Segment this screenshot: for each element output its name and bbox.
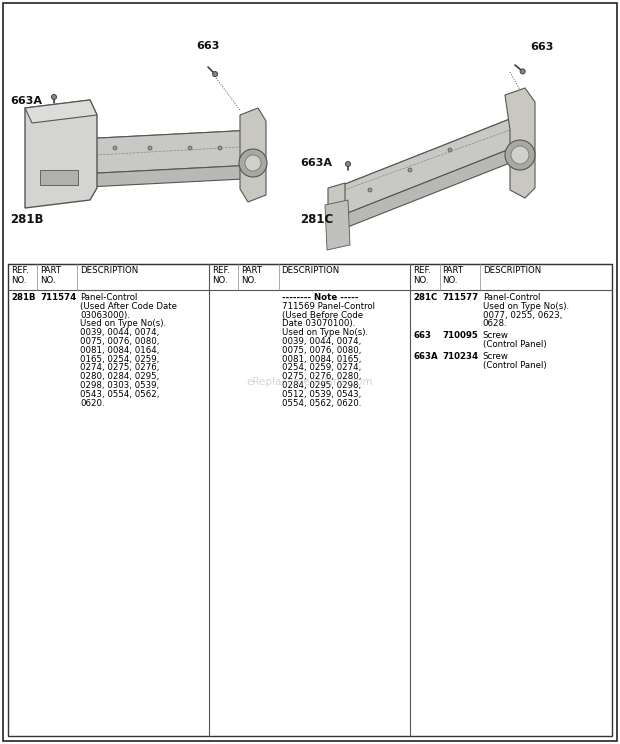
Text: 663: 663 xyxy=(414,331,432,340)
Circle shape xyxy=(448,148,452,152)
Text: 710234: 710234 xyxy=(443,352,479,361)
Text: 0077, 0255, 0623,: 0077, 0255, 0623, xyxy=(483,310,562,320)
Polygon shape xyxy=(25,100,97,208)
Text: (Used After Code Date: (Used After Code Date xyxy=(81,302,177,311)
Text: 0081, 0084, 0165,: 0081, 0084, 0165, xyxy=(281,355,361,364)
Text: 281B: 281B xyxy=(11,293,35,302)
Text: DESCRIPTION: DESCRIPTION xyxy=(483,266,541,275)
Text: (Used Before Code: (Used Before Code xyxy=(281,310,363,320)
Polygon shape xyxy=(330,145,525,232)
Polygon shape xyxy=(240,108,266,202)
Circle shape xyxy=(51,94,56,100)
Text: PART
NO.: PART NO. xyxy=(241,266,262,286)
Polygon shape xyxy=(328,183,345,240)
Text: 0254, 0259, 0274,: 0254, 0259, 0274, xyxy=(281,363,361,373)
Text: REF.
NO.: REF. NO. xyxy=(212,266,230,286)
Circle shape xyxy=(511,146,529,164)
Polygon shape xyxy=(330,115,520,220)
Circle shape xyxy=(520,69,525,74)
Circle shape xyxy=(239,149,267,177)
Polygon shape xyxy=(60,130,263,153)
Text: eReplacementParts.com: eReplacementParts.com xyxy=(247,377,373,387)
Text: 0275, 0276, 0280,: 0275, 0276, 0280, xyxy=(281,372,361,381)
Text: 0620.: 0620. xyxy=(81,399,105,408)
Text: 0512, 0539, 0543,: 0512, 0539, 0543, xyxy=(281,390,361,399)
Text: PART
NO.: PART NO. xyxy=(443,266,464,286)
Circle shape xyxy=(218,146,222,150)
Text: 03063000).: 03063000). xyxy=(81,310,130,320)
Text: 663A: 663A xyxy=(10,96,42,106)
Text: 0039, 0044, 0074,: 0039, 0044, 0074, xyxy=(281,337,361,346)
Text: 711574: 711574 xyxy=(40,293,76,302)
Text: Date 03070100).: Date 03070100). xyxy=(281,319,355,328)
Polygon shape xyxy=(505,88,535,198)
Text: 0543, 0554, 0562,: 0543, 0554, 0562, xyxy=(81,390,160,399)
Text: 711569 Panel-Control: 711569 Panel-Control xyxy=(281,302,374,311)
Text: DESCRIPTION: DESCRIPTION xyxy=(81,266,139,275)
Text: Used on Type No(s).: Used on Type No(s). xyxy=(81,319,167,328)
Text: 0280, 0284, 0295,: 0280, 0284, 0295, xyxy=(81,372,159,381)
Polygon shape xyxy=(325,200,350,250)
Text: 0274, 0275, 0276,: 0274, 0275, 0276, xyxy=(81,363,160,373)
Text: 0628.: 0628. xyxy=(483,319,508,328)
Text: 0039, 0044, 0074,: 0039, 0044, 0074, xyxy=(81,328,159,337)
Polygon shape xyxy=(330,115,525,202)
Text: -------- Note -----: -------- Note ----- xyxy=(281,293,358,302)
Circle shape xyxy=(113,146,117,150)
Text: PART
NO.: PART NO. xyxy=(40,266,61,286)
Circle shape xyxy=(188,146,192,150)
Text: 0298, 0303, 0539,: 0298, 0303, 0539, xyxy=(81,381,159,390)
Text: 663: 663 xyxy=(530,42,554,52)
Text: 663: 663 xyxy=(196,41,219,51)
Text: 0165, 0254, 0259,: 0165, 0254, 0259, xyxy=(81,355,159,364)
Text: (Control Panel): (Control Panel) xyxy=(483,361,546,370)
Circle shape xyxy=(505,140,535,170)
Text: Screw: Screw xyxy=(483,331,509,340)
Text: 281B: 281B xyxy=(10,213,43,226)
Circle shape xyxy=(213,71,218,77)
Text: REF.
NO.: REF. NO. xyxy=(414,266,431,286)
Text: DESCRIPTION: DESCRIPTION xyxy=(281,266,340,275)
Polygon shape xyxy=(60,130,255,175)
Text: Used on Type No(s).: Used on Type No(s). xyxy=(281,328,368,337)
Bar xyxy=(8,264,612,736)
Circle shape xyxy=(148,146,152,150)
Text: Screw: Screw xyxy=(483,352,509,361)
Text: 710095: 710095 xyxy=(443,331,478,340)
Text: 0554, 0562, 0620.: 0554, 0562, 0620. xyxy=(281,399,361,408)
Bar xyxy=(40,170,78,185)
Circle shape xyxy=(408,168,412,172)
Text: REF.
NO.: REF. NO. xyxy=(11,266,29,286)
Circle shape xyxy=(245,155,261,171)
Text: 0081, 0084, 0164,: 0081, 0084, 0164, xyxy=(81,346,160,355)
Circle shape xyxy=(368,188,372,192)
Text: 711577: 711577 xyxy=(443,293,479,302)
Text: 281C: 281C xyxy=(414,293,438,302)
Text: 281C: 281C xyxy=(300,213,334,226)
Text: 0075, 0076, 0080,: 0075, 0076, 0080, xyxy=(81,337,160,346)
Polygon shape xyxy=(25,100,97,123)
Circle shape xyxy=(345,161,350,167)
Text: Used on Type No(s).: Used on Type No(s). xyxy=(483,302,569,311)
Text: Panel-Control: Panel-Control xyxy=(81,293,138,302)
Text: 663A: 663A xyxy=(414,352,438,361)
Polygon shape xyxy=(60,165,263,188)
Text: 663A: 663A xyxy=(300,158,332,168)
Text: (Control Panel): (Control Panel) xyxy=(483,340,546,349)
Text: 0284, 0295, 0298,: 0284, 0295, 0298, xyxy=(281,381,361,390)
Text: Panel-Control: Panel-Control xyxy=(483,293,540,302)
Text: 0075, 0076, 0080,: 0075, 0076, 0080, xyxy=(281,346,361,355)
